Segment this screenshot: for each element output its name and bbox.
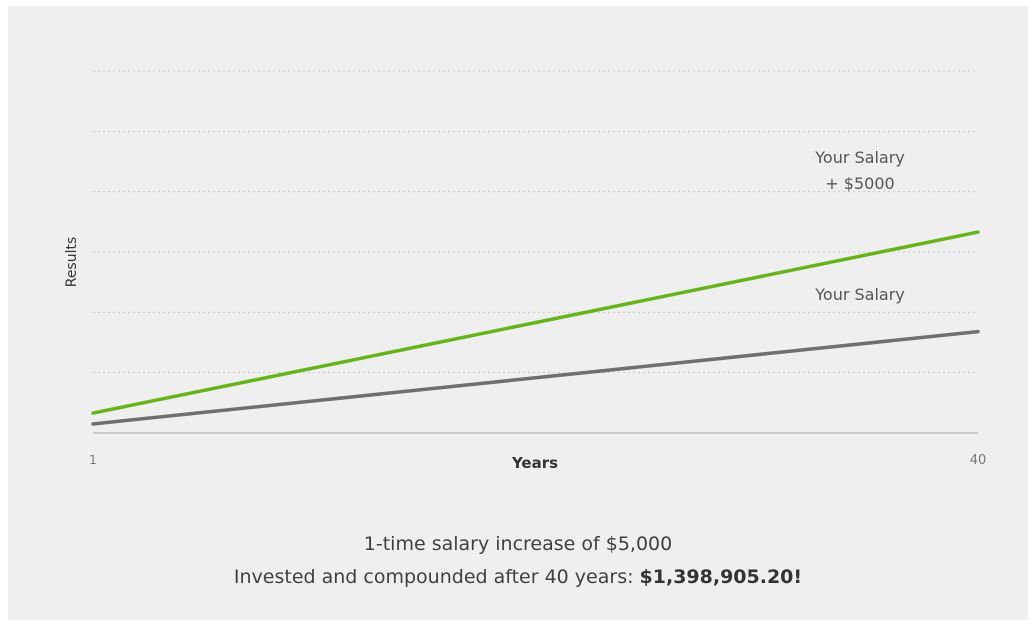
caption-line-2: Invested and compounded after 40 years: … bbox=[8, 566, 1028, 588]
series-line bbox=[91, 230, 980, 415]
series-label: + $5000 bbox=[825, 174, 894, 193]
x-tick-label: 1 bbox=[89, 453, 97, 467]
series-line bbox=[91, 329, 980, 426]
caption-line-1: 1-time salary increase of $5,000 bbox=[363, 533, 673, 555]
x-tick-label: 40 bbox=[970, 453, 987, 468]
series-label: Your Salary bbox=[814, 148, 905, 167]
caption-amount: $1,398,905.20! bbox=[639, 566, 803, 588]
y-axis-label: Results bbox=[64, 237, 80, 288]
x-axis-label: Years bbox=[511, 454, 558, 472]
series-label: Your Salary bbox=[814, 285, 905, 304]
chart-panel bbox=[8, 6, 1028, 620]
caption-text: Invested and compounded after 40 years: bbox=[233, 566, 640, 588]
